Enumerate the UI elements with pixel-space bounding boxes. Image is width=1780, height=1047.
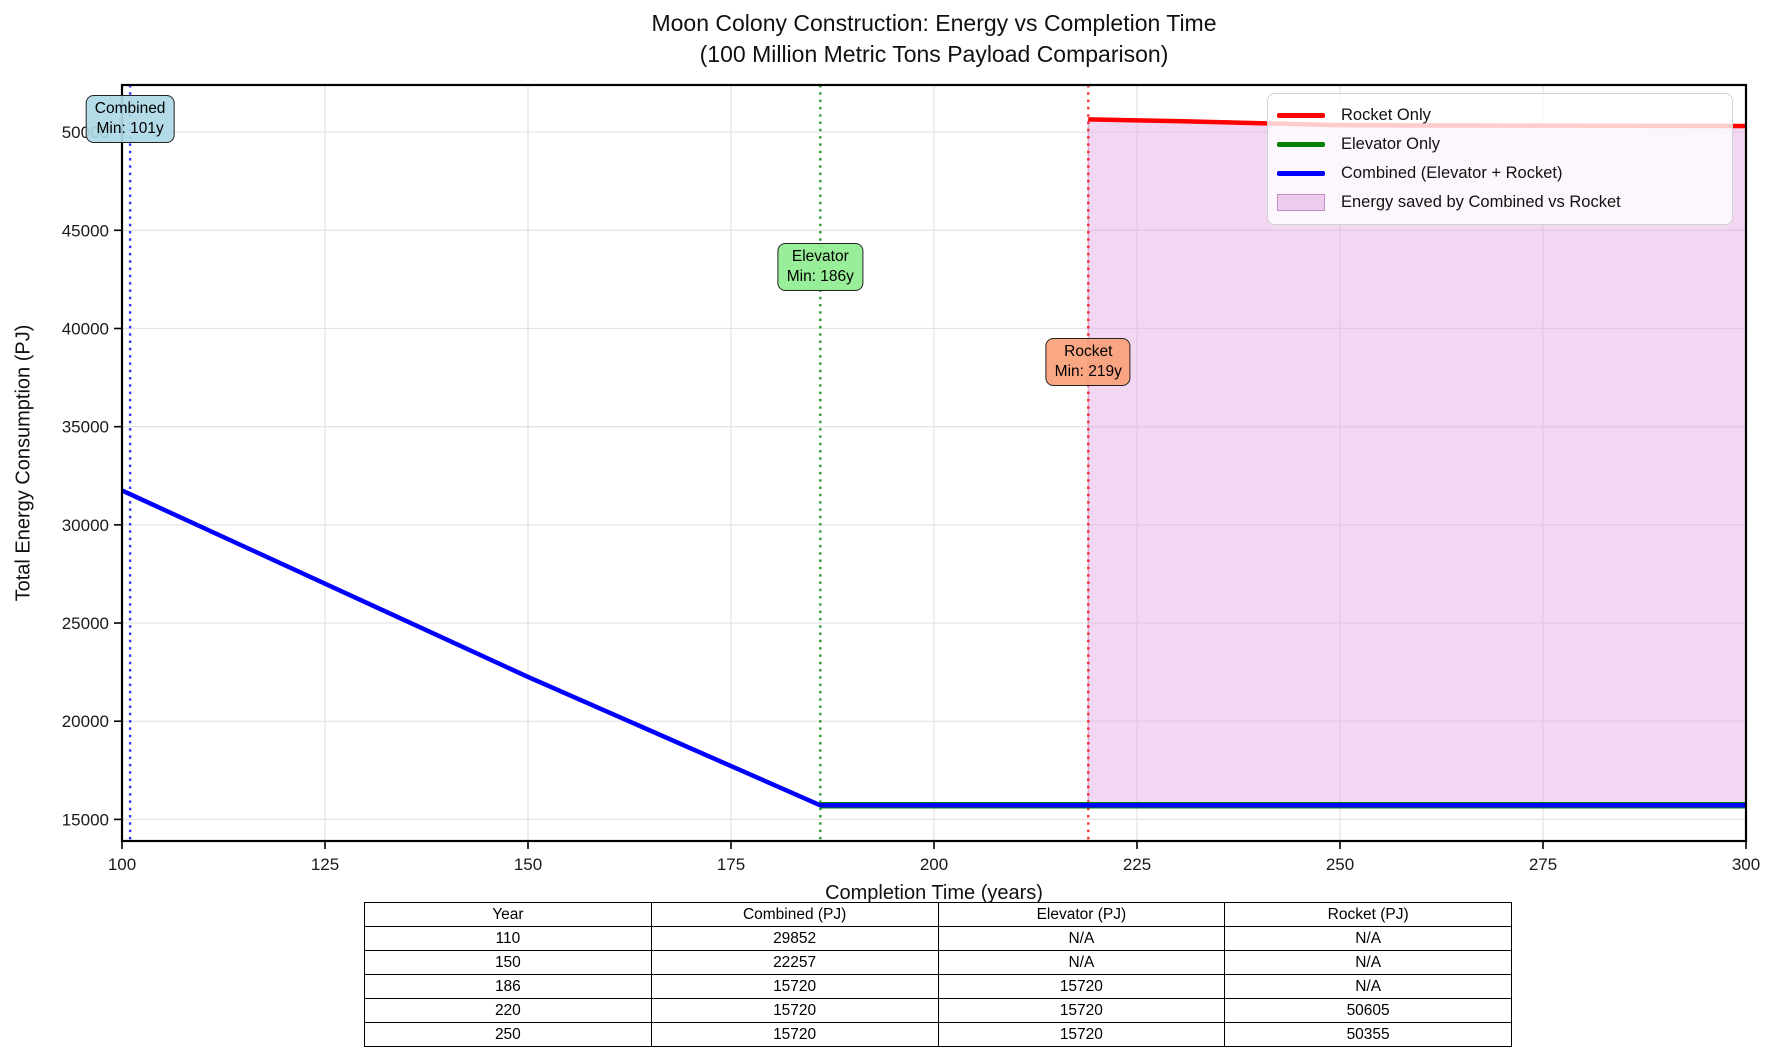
combined-min-annotation: Combined Min: 101y [85, 95, 175, 143]
table-cell: 250 [364, 1022, 652, 1047]
x-tick-label: 200 [920, 855, 948, 874]
table-header-row: Year Combined (PJ) Elevator (PJ) Rocket … [364, 902, 1512, 927]
table-row: 186 15720 15720 N/A [364, 974, 1512, 999]
x-tick-label: 300 [1732, 855, 1760, 874]
combined-line [121, 488, 1746, 808]
table-header-year: Year [364, 902, 652, 927]
table-cell: N/A [937, 926, 1226, 951]
x-tick-label: 100 [108, 855, 136, 874]
annotation-line: Min: 219y [1054, 363, 1122, 380]
legend-label: Energy saved by Combined vs Rocket [1341, 193, 1621, 211]
table-cell: 22257 [650, 950, 939, 975]
table-header-elevator: Elevator (PJ) [937, 902, 1226, 927]
y-axis-label: Total Energy Consumption (PJ) [12, 324, 35, 602]
table-row: 220 15720 15720 50605 [364, 998, 1512, 1023]
legend-entry-elevator: Elevator Only [1277, 130, 1722, 159]
annotation-line: Elevator [791, 248, 849, 265]
x-tick-label: 150 [514, 855, 542, 874]
x-tick-label: 125 [311, 855, 339, 874]
table-header-combined: Combined (PJ) [650, 902, 939, 927]
table-cell: 15720 [650, 1022, 939, 1047]
annotation-line: Min: 101y [96, 120, 164, 137]
table-cell: N/A [1224, 926, 1512, 951]
table-cell: 220 [364, 998, 652, 1023]
table-row: 250 15720 15720 50355 [364, 1022, 1512, 1047]
legend-label: Elevator Only [1341, 135, 1441, 153]
table-cell: 150 [364, 950, 652, 975]
annotation-line: Rocket [1064, 343, 1113, 360]
y-tick-label: 20000 [62, 712, 109, 731]
table-cell: 186 [364, 974, 652, 999]
table-row: 150 22257 N/A N/A [364, 950, 1512, 975]
table-cell: 50355 [1224, 1022, 1512, 1047]
legend-entry-saved-energy: Energy saved by Combined vs Rocket [1277, 188, 1722, 217]
table-row: 110 29852 N/A N/A [364, 926, 1512, 951]
rocket-line-swatch [1277, 113, 1325, 118]
y-tick-label: 40000 [62, 319, 109, 338]
legend-label: Combined (Elevator + Rocket) [1341, 164, 1563, 182]
table-cell: 50605 [1224, 998, 1512, 1023]
chart-subtitle: (100 Million Metric Tons Payload Compari… [699, 41, 1169, 67]
table-cell: 29852 [650, 926, 939, 951]
table-cell: 15720 [937, 998, 1226, 1023]
y-tick-label: 15000 [62, 810, 109, 829]
x-tick-label: 175 [717, 855, 745, 874]
annotation-line: Min: 186y [786, 268, 854, 285]
x-tick-label: 250 [1326, 855, 1354, 874]
table-cell: N/A [1224, 974, 1512, 999]
x-tick-label: 275 [1529, 855, 1557, 874]
x-tick-label: 225 [1123, 855, 1151, 874]
elevator-line-swatch [1277, 142, 1325, 147]
table-cell: 15720 [650, 974, 939, 999]
saved-energy-patch-swatch [1277, 194, 1325, 211]
table-cell: 15720 [650, 998, 939, 1023]
legend-entry-rocket: Rocket Only [1277, 101, 1722, 130]
table-cell: 110 [364, 926, 652, 951]
chart-title: Moon Colony Construction: Energy vs Comp… [651, 10, 1217, 36]
combined-line-swatch [1277, 171, 1325, 176]
rocket-min-annotation: Rocket Min: 219y [1045, 338, 1131, 386]
legend: Rocket Only Elevator Only Combined (Elev… [1267, 93, 1733, 225]
chart-title-block: Moon Colony Construction: Energy vs Comp… [134, 8, 1734, 70]
legend-entry-combined: Combined (Elevator + Rocket) [1277, 159, 1722, 188]
table-cell: N/A [937, 950, 1226, 975]
y-tick-label: 35000 [62, 418, 109, 437]
table-header-rocket: Rocket (PJ) [1224, 902, 1512, 927]
y-tick-label: 30000 [62, 516, 109, 535]
elevator-min-annotation: Elevator Min: 186y [777, 243, 863, 291]
annotation-line: Combined [94, 100, 166, 117]
data-table: Year Combined (PJ) Elevator (PJ) Rocket … [364, 902, 1512, 1047]
legend-label: Rocket Only [1341, 106, 1431, 124]
y-tick-label: 25000 [62, 614, 109, 633]
table-cell: 15720 [937, 974, 1226, 999]
table-cell: N/A [1224, 950, 1512, 975]
x-axis-label: Completion Time (years) [825, 882, 1043, 904]
table-cell: 15720 [937, 1022, 1226, 1047]
y-tick-label: 45000 [62, 221, 109, 240]
